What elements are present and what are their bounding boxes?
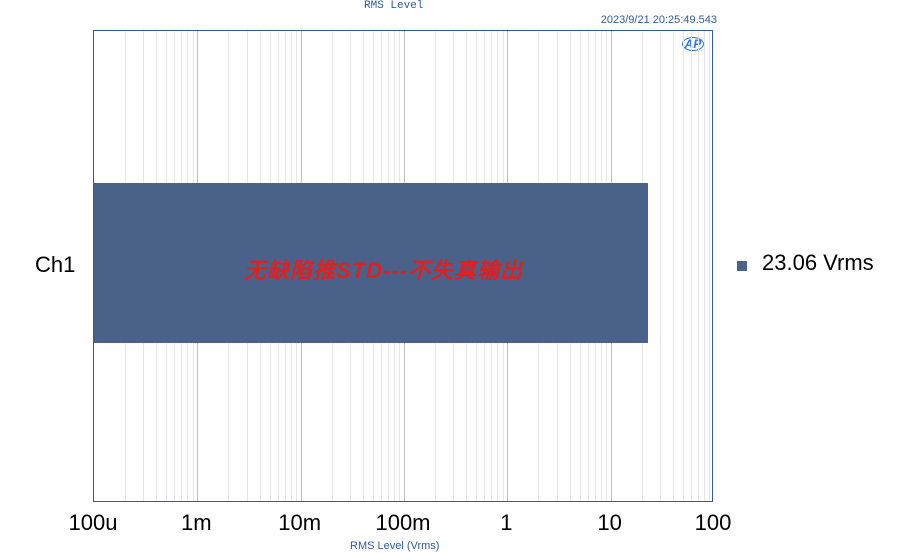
y-category-label: Ch1: [35, 252, 75, 278]
annotation-text: 无缺陷推STD---不失真输出: [244, 253, 523, 285]
x-tick-label: 10: [597, 510, 621, 536]
gridline-minor: [698, 31, 699, 501]
x-tick-label: 10m: [278, 510, 321, 536]
gridline-minor: [673, 31, 674, 501]
watermark-badge: AP: [682, 37, 704, 51]
x-tick-label: 1m: [181, 510, 212, 536]
gridline-minor: [691, 31, 692, 501]
plot-area: AP 无缺陷推STD---不失真输出: [93, 30, 713, 502]
gridline-minor: [660, 31, 661, 501]
legend-marker: [737, 261, 747, 271]
gridline-minor: [683, 31, 684, 501]
gridline-minor: [704, 31, 705, 501]
chart-title: RMS Level: [364, 0, 423, 12]
x-tick-label: 1: [500, 510, 512, 536]
legend-value: 23.06 Vrms: [762, 250, 874, 276]
gridline-minor: [709, 31, 710, 501]
x-tick-label: 100m: [375, 510, 430, 536]
chart-container: RMS Level 2023/9/21 20:25:49.543 Ch1 AP …: [0, 0, 903, 553]
x-axis-label: RMS Level (Vrms): [350, 540, 439, 552]
timestamp-label: 2023/9/21 20:25:49.543: [601, 14, 717, 26]
x-tick-label: 100u: [69, 510, 118, 536]
x-tick-label: 100: [695, 510, 732, 536]
